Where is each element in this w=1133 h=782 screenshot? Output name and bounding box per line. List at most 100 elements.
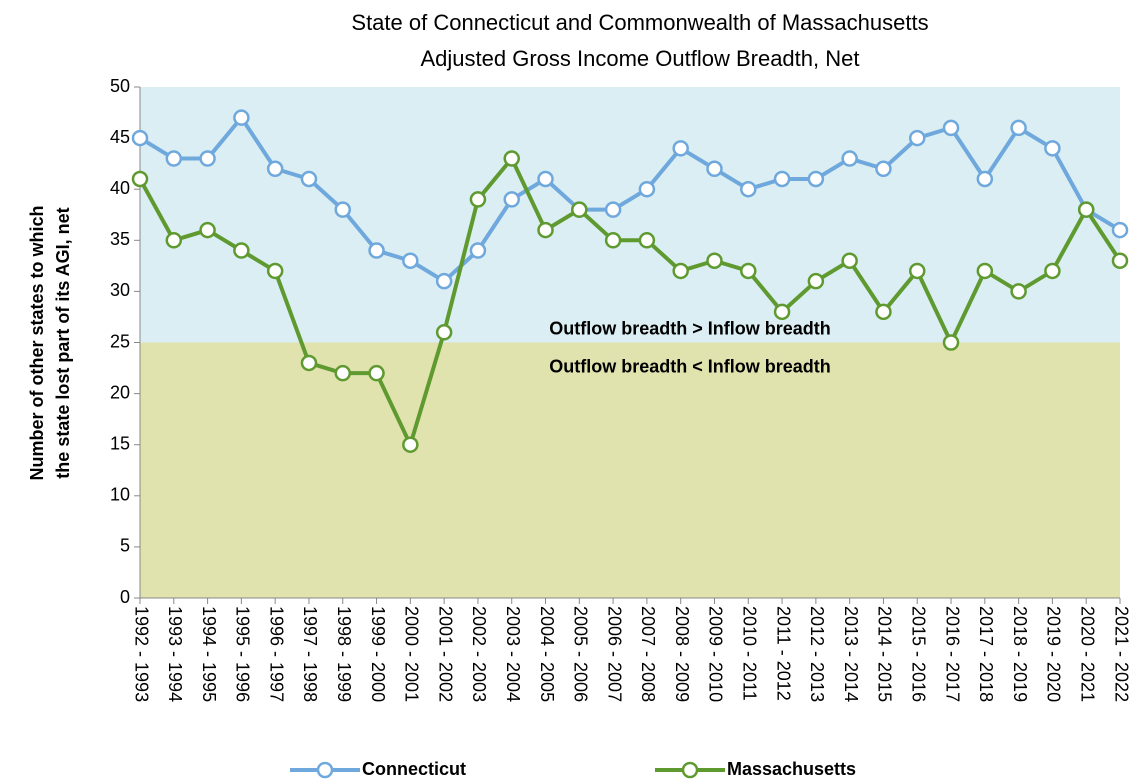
marker [469, 191, 487, 208]
x-tick-label: 1993 - 1994 [165, 606, 185, 702]
y-tick-label: 15 [110, 433, 130, 453]
x-tick-label: 1997 - 1998 [300, 606, 320, 702]
band-label: Outflow breadth < Inflow breadth [549, 356, 831, 376]
y-axis-label: Number of other states to which [27, 205, 47, 480]
y-tick-label: 40 [110, 178, 130, 198]
x-tick-label: 2018 - 2019 [1010, 606, 1030, 702]
marker [807, 272, 825, 290]
x-tick-label: 2004 - 2005 [537, 606, 557, 702]
marker [537, 170, 554, 188]
marker [740, 262, 757, 280]
marker [165, 232, 183, 249]
x-tick-label: 2005 - 2006 [571, 606, 591, 702]
x-tick-label: 2009 - 2010 [706, 606, 726, 702]
x-tick-label: 2020 - 2021 [1077, 606, 1097, 702]
marker [908, 262, 926, 280]
marker [503, 191, 520, 208]
marker [131, 129, 149, 147]
marker [131, 170, 149, 188]
marker [1111, 252, 1129, 269]
marker [199, 150, 216, 167]
x-tick-label: 2017 - 2018 [976, 606, 996, 702]
y-tick-label: 0 [120, 587, 130, 607]
y-tick-label: 35 [110, 229, 130, 249]
marker [976, 262, 994, 280]
marker [976, 170, 994, 188]
x-tick-label: 2010 - 2011 [740, 606, 760, 701]
marker [402, 252, 419, 269]
marker [469, 242, 487, 259]
marker [368, 242, 385, 259]
marker [807, 170, 825, 188]
y-tick-label: 30 [110, 280, 130, 300]
marker [875, 303, 892, 321]
marker [1111, 221, 1129, 239]
x-tick-label: 1994 - 1995 [199, 606, 219, 702]
marker [672, 262, 689, 280]
marker [199, 221, 216, 239]
x-tick-label: 2001 - 2002 [435, 606, 455, 702]
y-tick-label: 45 [110, 127, 130, 147]
x-tick-label: 2014 - 2015 [875, 606, 895, 702]
x-tick-label: 2015 - 2016 [908, 606, 928, 702]
legend-marker [681, 761, 699, 779]
marker [334, 201, 352, 218]
y-tick-label: 5 [120, 536, 130, 556]
y-tick-label: 10 [110, 485, 130, 505]
marker [672, 140, 689, 157]
y-tick-label: 50 [110, 76, 130, 96]
marker [875, 160, 892, 178]
marker [638, 180, 656, 198]
marker [334, 364, 352, 382]
marker [402, 436, 419, 453]
marker [841, 252, 858, 269]
marker [942, 334, 960, 351]
marker [773, 303, 791, 321]
band-label: Outflow breadth > Inflow breadth [549, 318, 831, 338]
legend-label: Massachusetts [727, 759, 856, 779]
x-tick-label: 2003 - 2004 [503, 606, 523, 702]
chart-title: Adjusted Gross Income Outflow Breadth, N… [421, 46, 860, 71]
band [140, 342, 1120, 598]
marker [503, 150, 520, 167]
x-tick-label: 2007 - 2008 [638, 606, 658, 702]
x-tick-label: 1999 - 2000 [368, 606, 388, 702]
x-tick-label: 2012 - 2013 [807, 606, 827, 702]
marker [435, 324, 453, 341]
x-tick-label: 1996 - 1997 [266, 606, 286, 702]
marker [1077, 201, 1095, 218]
x-tick-label: 1992 - 1993 [131, 606, 151, 702]
x-tick-label: 2011 - 2012 [773, 606, 793, 701]
marker [300, 170, 318, 188]
marker [266, 262, 284, 280]
marker [638, 232, 656, 249]
marker [740, 180, 757, 198]
x-tick-label: 2006 - 2007 [604, 606, 624, 702]
x-tick-label: 2008 - 2009 [672, 606, 692, 702]
legend-marker [316, 761, 334, 779]
marker [841, 150, 858, 167]
x-tick-label: 2013 - 2014 [841, 606, 861, 702]
x-tick-label: 2019 - 2020 [1044, 606, 1064, 702]
marker [604, 201, 622, 218]
marker [942, 119, 960, 137]
x-tick-label: 1998 - 1999 [334, 606, 354, 702]
marker [266, 160, 284, 178]
y-tick-label: 25 [110, 331, 130, 351]
marker [773, 170, 791, 188]
marker [1044, 262, 1061, 280]
marker [435, 272, 453, 290]
legend-label: Connecticut [362, 759, 466, 779]
marker [537, 221, 554, 239]
y-axis-label: the state lost part of its AGI, net [53, 207, 73, 478]
marker [233, 109, 250, 126]
series-line [138, 156, 1122, 447]
marker [1044, 140, 1061, 157]
marker [604, 232, 622, 249]
marker [1010, 119, 1027, 137]
x-tick-label: 1995 - 1996 [233, 606, 253, 702]
marker [300, 354, 318, 372]
marker [165, 150, 183, 167]
x-tick-label: 2000 - 2001 [402, 606, 422, 702]
